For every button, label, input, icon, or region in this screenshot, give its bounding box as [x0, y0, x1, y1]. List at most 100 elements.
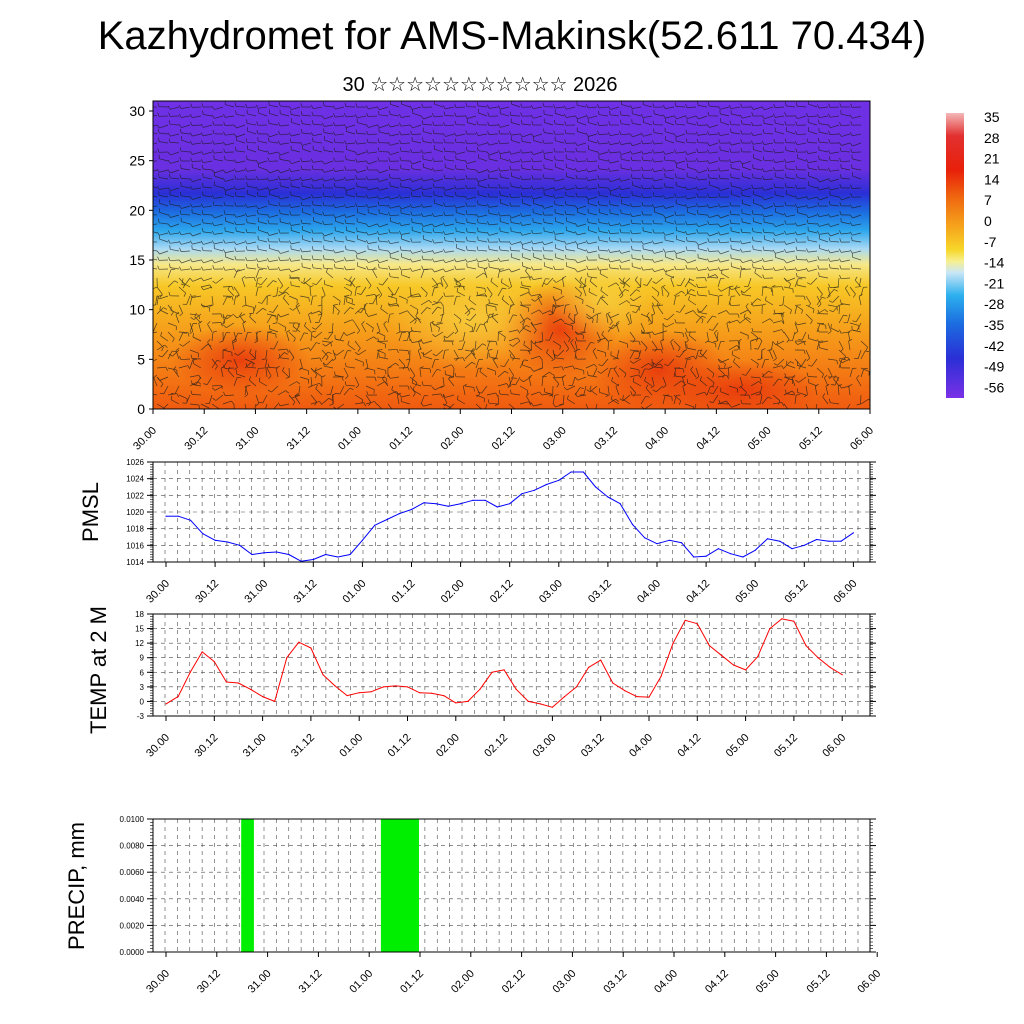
temp-2m-point: [720, 654, 723, 656]
temp-2m-point: [491, 671, 493, 673]
pmsl-point: [226, 541, 228, 543]
y-tick-label: 0.0060: [120, 868, 145, 877]
grid: [153, 818, 870, 953]
temp-2m-segment: [564, 686, 577, 697]
precip-bar: [380, 819, 419, 952]
cross-section-heatmap: 0 5 10 15 20 25 30 30.00 30.12 31.00 31.12 01.00 01.…: [129, 100, 876, 453]
x-tick-label: 05.00: [746, 425, 774, 453]
pmsl-segment: [448, 503, 461, 507]
pmsl-point: [374, 524, 376, 526]
x-tick-label: 01.12: [398, 968, 426, 996]
pmsl-segment: [644, 537, 658, 545]
pmsl-segment: [337, 554, 351, 558]
temp-2m-point: [841, 674, 843, 676]
pmsl-segment: [693, 555, 707, 558]
pmsl-point: [312, 558, 314, 561]
colorbar-label: -56: [984, 379, 1004, 395]
pmsl-point: [619, 503, 621, 505]
pmsl-point: [705, 555, 707, 557]
temp-2m-point: [781, 618, 783, 620]
x-tick-label: 30.00: [144, 578, 172, 606]
temp-2m-point: [624, 690, 626, 692]
temp-2m-segment: [250, 688, 263, 698]
temp-2m-segment: [709, 645, 722, 656]
temp-2m-segment: [721, 654, 734, 666]
pmsl-point: [607, 496, 609, 498]
colorbar-strip: [946, 113, 964, 398]
pmsl-point: [668, 539, 670, 541]
precip-bar: [241, 819, 254, 952]
grid: [153, 461, 870, 563]
temp-2m-segment: [733, 664, 746, 671]
x-tick-label: 02.12: [490, 425, 518, 453]
temp-2m-point: [443, 695, 445, 697]
y-tick-label: 1020: [126, 508, 144, 517]
x-tick-label: 31.00: [234, 425, 262, 453]
y-tick-label: 1022: [126, 491, 144, 500]
temp-2m-segment: [262, 696, 275, 702]
pmsl-point: [410, 508, 413, 511]
x-tick-label: 03.12: [579, 732, 607, 760]
temp-2m-segment: [479, 672, 493, 690]
temp-2m-point: [406, 686, 409, 688]
y-tick-label: 1024: [126, 475, 144, 484]
y-axis-label: PRECIP, mm: [64, 822, 89, 950]
pmsl-segment: [791, 544, 805, 550]
pmsl-point: [766, 538, 769, 540]
temp-2m-segment: [612, 682, 626, 692]
temp-2m-point: [382, 686, 384, 688]
temp-2m-point: [696, 623, 698, 625]
cool-region: [550, 260, 650, 340]
wind-barbs: [153, 101, 870, 409]
x-tick-label: 04.00: [652, 968, 680, 996]
colorbar-label: -35: [984, 317, 1004, 333]
temp-2m-segment: [189, 651, 203, 673]
y-tick-label: 0.0020: [120, 921, 145, 930]
pmsl-point: [472, 499, 474, 501]
pmsl-point: [275, 551, 278, 553]
pmsl-segment: [669, 539, 682, 544]
colorbar-label: -14: [984, 255, 1004, 271]
pmsl-series: [165, 471, 855, 562]
x-tick-label: 04.00: [643, 425, 671, 453]
pmsl-segment: [583, 471, 596, 488]
temp-2m-point: [515, 688, 517, 690]
pmsl-point: [828, 540, 830, 542]
x-tick-label: 04.00: [635, 578, 663, 606]
temp-2m-segment: [672, 620, 686, 644]
colorbar-label: -42: [984, 338, 1004, 354]
pmsl-point: [361, 539, 363, 541]
x-tick-label: 01.00: [336, 425, 364, 453]
pmsl-point: [325, 553, 327, 556]
y-tick-label: 1018: [126, 525, 144, 534]
pmsl-point: [681, 542, 683, 544]
pmsl-segment: [705, 548, 719, 557]
temp-2m-point: [769, 628, 771, 630]
pmsl-segment: [718, 548, 731, 555]
x-tick-label: 01.00: [347, 968, 375, 996]
temp-2m-point: [455, 702, 457, 704]
pmsl-point: [509, 503, 511, 505]
temp-2m-point: [479, 688, 481, 690]
chart-title: Kazhydromet for AMS-Makinsk(52.611 70.43…: [97, 14, 927, 58]
pmsl-segment: [202, 533, 216, 541]
pmsl-point: [852, 532, 855, 534]
y-tick-label: 0.0000: [120, 948, 145, 957]
pmsl-segment: [349, 539, 363, 555]
pmsl-point: [251, 553, 253, 556]
x-tick-label: 02.00: [449, 968, 477, 996]
pmsl-segment: [288, 554, 302, 562]
pmsl-point: [742, 556, 744, 558]
temp-2m-segment: [419, 692, 432, 694]
y-tick-label: 3: [140, 683, 145, 692]
y-tick-label: 18: [135, 610, 144, 619]
temp-2m-point: [588, 666, 590, 669]
x-tick-label: 01.12: [390, 578, 418, 606]
pmsl-point: [214, 539, 216, 541]
y-axis-label: TEMP at 2 M: [86, 606, 111, 734]
pmsl-point: [337, 556, 339, 558]
temp-2m-segment: [540, 703, 553, 708]
temp-2m-segment: [636, 696, 650, 698]
temp-2m-point: [575, 686, 578, 688]
pmsl-segment: [767, 538, 780, 542]
